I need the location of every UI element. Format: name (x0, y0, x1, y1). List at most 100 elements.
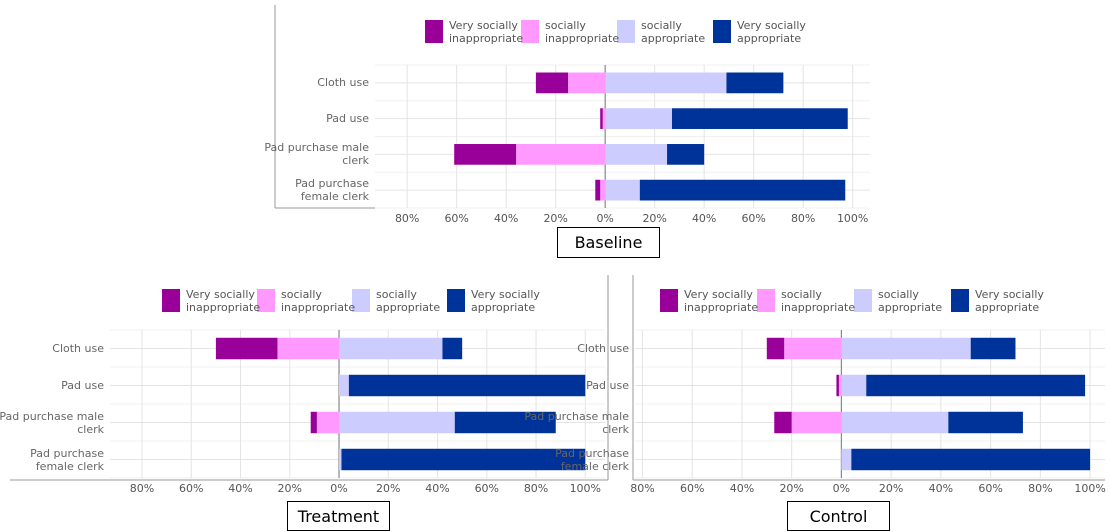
x-tick-label: 40% (692, 212, 716, 225)
bar-segment (600, 179, 606, 201)
category-label: Cloth use (52, 342, 104, 355)
legend-label: Very socially inappropriate (684, 288, 759, 314)
legend-label: Very socially inappropriate (449, 19, 524, 45)
bar-segment (838, 374, 842, 397)
panel-caption: Control (787, 501, 890, 531)
bar-segment (605, 179, 640, 201)
panel-caption: Baseline (557, 227, 660, 258)
x-tick-label: 80% (395, 212, 419, 225)
x-tick-label: 40% (228, 482, 252, 495)
legend-swatch (617, 20, 635, 43)
bar-segment (535, 72, 569, 94)
bar-segment (774, 411, 792, 434)
legend-label: socially appropriate (641, 19, 706, 45)
bar-segment (600, 108, 603, 129)
legend-swatch (162, 289, 180, 312)
bar-segment (348, 374, 586, 397)
bar-segment (568, 72, 606, 94)
category-label: Cloth use (577, 342, 629, 355)
x-tick-label: 0% (833, 482, 850, 495)
bar-segment (672, 108, 848, 129)
bar-segment (605, 72, 727, 94)
bar-segment (310, 411, 317, 434)
category-label: Pad purchase male clerk (524, 409, 629, 436)
bar-segment (215, 337, 278, 360)
bar-segment (639, 179, 846, 201)
x-tick-label: 20% (278, 482, 302, 495)
bar-segment (667, 144, 705, 165)
legend-swatch (951, 289, 969, 312)
x-tick-label: 40% (730, 482, 754, 495)
bar-segment (454, 144, 517, 165)
bar-segment (602, 108, 606, 129)
legend-label: socially inappropriate (281, 288, 356, 314)
legend-swatch (854, 289, 872, 312)
x-tick-label: 60% (179, 482, 203, 495)
x-tick-label: 20% (376, 482, 400, 495)
x-tick-label: 60% (978, 482, 1002, 495)
legend-swatch (713, 20, 731, 43)
category-label: Pad purchase female clerk (30, 446, 104, 473)
category-label: Pad use (61, 379, 104, 392)
legend-label: Very socially appropriate (975, 288, 1044, 314)
legend-label: socially inappropriate (781, 288, 856, 314)
x-tick-label: 40% (929, 482, 953, 495)
x-tick-label: 60% (444, 212, 468, 225)
bar-segment (791, 411, 842, 434)
legend-label: socially inappropriate (545, 19, 620, 45)
x-tick-label: 80% (630, 482, 654, 495)
bar-segment (784, 337, 842, 360)
x-tick-label: 80% (1028, 482, 1052, 495)
legend-swatch (521, 20, 539, 43)
bar-segment (766, 337, 785, 360)
bar-segment (339, 337, 443, 360)
legend-label: socially appropriate (878, 288, 943, 314)
x-tick-label: 80% (130, 482, 154, 495)
x-tick-label: 60% (475, 482, 499, 495)
bar-segment (339, 374, 349, 397)
x-tick-label: 80% (524, 482, 548, 495)
x-tick-label: 40% (494, 212, 518, 225)
legend-swatch (352, 289, 370, 312)
legend-swatch (447, 289, 465, 312)
x-tick-label: 20% (642, 212, 666, 225)
bar-segment (836, 374, 839, 397)
legend-swatch (257, 289, 275, 312)
category-label: Pad purchase male clerk (264, 141, 369, 168)
x-tick-label: 20% (879, 482, 903, 495)
legend-label: Very socially appropriate (471, 288, 540, 314)
x-tick-label: 80% (791, 212, 815, 225)
bar-segment (516, 144, 606, 165)
category-label: Pad use (326, 112, 369, 126)
legend-swatch (757, 289, 775, 312)
x-tick-label: 60% (741, 212, 765, 225)
bar-segment (339, 411, 455, 434)
x-tick-label: 100% (570, 482, 601, 495)
x-tick-label: 100% (837, 212, 868, 225)
bar-segment (841, 374, 867, 397)
bar-segment (841, 448, 852, 471)
category-label: Cloth use (317, 76, 369, 90)
x-tick-label: 40% (425, 482, 449, 495)
category-label: Pad purchase female clerk (555, 446, 629, 473)
legend-label: socially appropriate (376, 288, 441, 314)
bar-segment (341, 448, 586, 471)
legend-swatch (660, 289, 678, 312)
bar-segment (605, 144, 668, 165)
x-tick-label: 0% (330, 482, 347, 495)
bar-segment (595, 179, 601, 201)
bar-segment (442, 337, 463, 360)
bar-segment (339, 448, 342, 471)
bar-segment (866, 374, 1086, 397)
bar-segment (841, 411, 949, 434)
bar-segment (851, 448, 1091, 471)
bar-segment (726, 72, 784, 94)
category-label: Pad purchase female clerk (295, 177, 369, 204)
panel-caption: Treatment (287, 501, 390, 531)
legend-swatch (425, 20, 443, 43)
x-tick-label: 60% (680, 482, 704, 495)
bar-segment (454, 411, 556, 434)
bar-segment (948, 411, 1023, 434)
